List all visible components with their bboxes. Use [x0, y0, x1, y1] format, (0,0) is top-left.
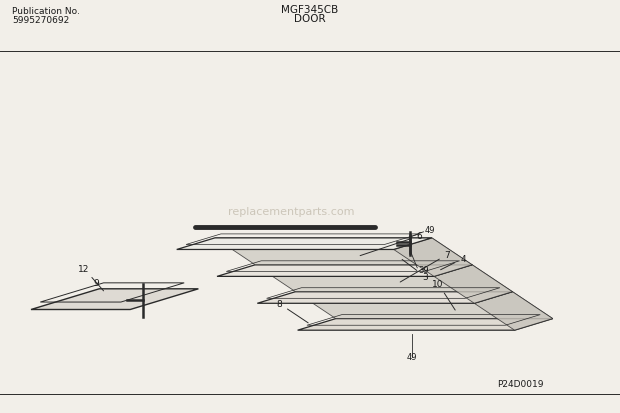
- Text: 8: 8: [277, 299, 308, 323]
- Text: 39: 39: [418, 265, 429, 274]
- Text: 10: 10: [432, 279, 455, 310]
- Text: 4: 4: [441, 254, 466, 270]
- Polygon shape: [296, 292, 553, 319]
- Text: 12: 12: [78, 264, 104, 291]
- Text: 5995270692: 5995270692: [12, 16, 69, 25]
- Text: 3: 3: [402, 260, 428, 281]
- Polygon shape: [257, 292, 513, 304]
- Polygon shape: [177, 238, 432, 250]
- Text: Publication No.: Publication No.: [12, 7, 80, 17]
- Text: DOOR: DOOR: [294, 14, 326, 24]
- Text: 49: 49: [425, 225, 435, 234]
- Text: replacementparts.com: replacementparts.com: [228, 207, 355, 217]
- Polygon shape: [31, 289, 198, 310]
- Polygon shape: [217, 265, 472, 277]
- Text: 9: 9: [93, 278, 99, 287]
- Polygon shape: [215, 238, 472, 265]
- Polygon shape: [298, 319, 553, 330]
- Text: 7: 7: [400, 250, 450, 282]
- Polygon shape: [255, 265, 513, 292]
- Polygon shape: [474, 292, 553, 330]
- Text: MGF345CB: MGF345CB: [281, 5, 339, 15]
- Text: 6: 6: [360, 232, 422, 256]
- Polygon shape: [434, 265, 513, 304]
- Text: P24D0019: P24D0019: [497, 379, 544, 388]
- Text: 49: 49: [407, 352, 417, 361]
- Polygon shape: [394, 238, 472, 277]
